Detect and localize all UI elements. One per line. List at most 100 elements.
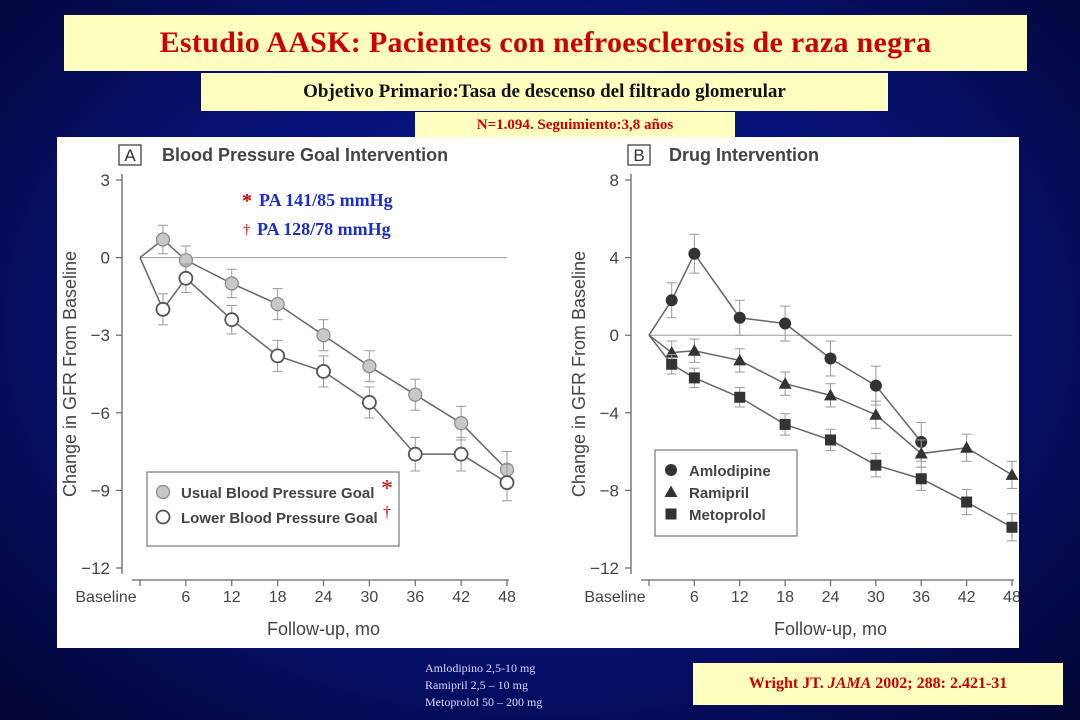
panel-a-legend-box — [146, 471, 400, 547]
panel-a-legend-asterisk: * — [381, 476, 393, 502]
panel-a-series-usual-blood-pressure-goal-line — [139, 238, 508, 471]
panel-b-series-ramipril-point — [778, 377, 792, 389]
panel-b-series-metoprolol-point — [734, 391, 746, 403]
panel-b-series-amlodipine-point — [688, 247, 701, 260]
bp-note-dagger: † — [243, 222, 251, 238]
panel-b-y-tick-label: 0 — [610, 326, 619, 345]
panel-b-x-tick-label: 30 — [867, 589, 885, 606]
panel-b-title: Drug Intervention — [669, 145, 819, 165]
bp-note-asterisk: * — [242, 190, 252, 212]
panel-a-series-lower-blood-pressure-goal-point — [155, 301, 171, 317]
panel-a-series-lower-blood-pressure-goal-line — [139, 257, 508, 484]
panel-a-legend-marker — [155, 484, 171, 500]
panel-b-series-metoprolol-point — [779, 418, 791, 430]
panel-b-series-amlodipine-line — [648, 252, 922, 443]
slide-subtitle: Objetivo Primario:Tasa de descenso del f… — [303, 81, 786, 102]
panel-b-x-tick-label: 36 — [912, 589, 930, 606]
panel-b-x-tick-label: 24 — [822, 589, 840, 606]
dose-list: Amlodipino 2,5-10 mg Ramipril 2,5 – 10 m… — [425, 660, 542, 711]
panel-a-series-lower-blood-pressure-goal-point — [361, 395, 377, 410]
panel-a-legend-dagger: † — [383, 504, 391, 521]
panel-a-letter: A — [124, 146, 136, 165]
panel-a-series-lower-blood-pressure-goal-point — [499, 475, 515, 491]
reference-journal: JAMA — [827, 675, 872, 692]
reference-box: Wright JT. JAMA 2002; 288: 2.421-31 — [693, 663, 1063, 705]
panel-a-x-tick-label: 12 — [223, 589, 241, 606]
panel-a-x-tick-label: 42 — [452, 589, 470, 606]
panel-b-series-metoprolol-line — [648, 334, 1013, 528]
panel-b-series-ramipril-point — [914, 447, 928, 459]
panel-b-y-tick-label: 4 — [610, 249, 619, 268]
reference-author: Wright JT. — [748, 675, 824, 692]
bp-note-lower: PA 128/78 mmHg — [257, 219, 391, 239]
chart-svg: A Blood Pressure Goal Intervention 30 −3 −6 −… — [60, 144, 1019, 639]
panel-a-series-usual-blood-pressure-goal-point — [224, 276, 239, 291]
panel-b-x-tick-label: 42 — [958, 589, 976, 606]
panel-a-series-lower-blood-pressure-goal-point — [270, 348, 286, 364]
panel-b-legend-box — [654, 449, 798, 537]
panel-a-series-lower-blood-pressure-goal-point — [178, 270, 194, 286]
panel-a-series-lower-blood-pressure-goal-point — [224, 312, 240, 328]
panel-a-series-lower-blood-pressure-goal-point — [407, 446, 423, 462]
panel-a-x-tick-label: 36 — [406, 589, 424, 606]
panel-a-y-axis-label: Change in GFR From Baseline — [60, 251, 80, 497]
panel-a-y-tick-label: −9 — [91, 481, 110, 500]
panel-a-series-usual-blood-pressure-goal-point — [155, 232, 171, 247]
panel-a-y-tick-label: 0 — [101, 249, 110, 268]
panel-a-series-usual-blood-pressure-goal-point — [454, 416, 469, 431]
panel-b-x-tick-label: 18 — [776, 589, 794, 606]
sample-size-text: N=1.094. Seguimiento:3,8 años — [476, 116, 674, 133]
panel-b-x-tick-label: Baseline — [584, 589, 645, 606]
panel-b-series-metoprolol-point — [666, 358, 678, 370]
panel-b-letter: B — [633, 146, 644, 165]
panel-b-series-amlodipine-point — [869, 379, 882, 392]
panel-b-series-metoprolol-point — [915, 473, 927, 485]
subtitle-box: Objetivo Primario:Tasa de descenso del f… — [201, 73, 888, 111]
panel-b-series-ramipril-point — [687, 344, 701, 356]
reference-detail: 2002; 288: 2.421-31 — [875, 675, 1008, 692]
bp-note-usual: PA 141/85 mmHg — [259, 190, 393, 210]
panel-a-series-lower-blood-pressure-goal-point — [453, 446, 469, 462]
panel-b-x-axis-label: Follow-up, mo — [774, 619, 887, 639]
panel-b-y-tick-label: −4 — [600, 404, 619, 423]
panel-a-series-usual-blood-pressure-goal-point — [362, 359, 377, 374]
panel-b-legend-marker — [665, 464, 677, 476]
panel-a-legend-marker — [155, 509, 171, 525]
chart-panel: A Blood Pressure Goal Intervention 3 0 −3 −6 −… — [57, 137, 1019, 648]
panel-a-series-usual-blood-pressure-goal-point — [270, 297, 285, 312]
sample-box: N=1.094. Seguimiento:3,8 años — [415, 112, 735, 138]
panel-b-letter-box — [627, 144, 651, 166]
panel-b-x-tick-label: 12 — [731, 589, 749, 606]
panel-b-series-ramipril-point — [960, 441, 974, 453]
panel-a-legend-label: Usual Blood Pressure Goal — [181, 485, 374, 502]
panel-a-x-tick-label: 18 — [269, 589, 287, 606]
panel-a-title: Blood Pressure Goal Intervention — [162, 145, 448, 165]
panel-b-legend-marker — [664, 485, 678, 497]
panel-b-x-tick-label: 48 — [1003, 589, 1019, 606]
panel-a-y-tick-label: −12 — [81, 559, 110, 578]
panel-a-x-tick-label: 30 — [360, 589, 378, 606]
panel-b-legend-label: Ramipril — [689, 485, 749, 502]
panel-a-letter-box — [118, 144, 142, 166]
dose-ramipril: Ramipril 2,5 – 10 mg — [425, 678, 528, 692]
panel-a-series-usual-blood-pressure-goal-point — [408, 387, 423, 402]
panel-b-series-metoprolol-point — [688, 372, 700, 384]
panel-b-y-tick-label: 8 — [610, 171, 619, 190]
panel-b-series-metoprolol-point — [870, 459, 882, 471]
panel-a-y-tick-label: −6 — [91, 404, 110, 423]
panel-b-series-amlodipine-point — [665, 294, 678, 307]
panel-a-x-tick-label: Baseline — [75, 589, 136, 606]
panel-b-series-metoprolol-point — [961, 496, 973, 508]
title-box: Estudio AASK: Pacientes con nefroesclero… — [64, 15, 1027, 71]
panel-b-x-tick-label: 6 — [690, 589, 699, 606]
dose-metoprolol: Metoprolol 50 – 200 mg — [425, 695, 543, 709]
panel-b-legend-label: Metoprolol — [689, 507, 766, 524]
panel-b-legend-label: Amlodipine — [689, 463, 771, 480]
panel-b-y-axis-label: Change in GFR From Baseline — [569, 251, 589, 497]
panel-a-y-tick-label: −3 — [91, 326, 110, 345]
panel-a-legend-label: Lower Blood Pressure Goal — [181, 510, 378, 527]
panel-a-x-tick-label: 48 — [498, 589, 516, 606]
panel-b-y-tick-label: −12 — [590, 559, 619, 578]
slide-title: Estudio AASK: Pacientes con nefroesclero… — [159, 26, 932, 59]
panel-b-series-amlodipine-point — [824, 352, 837, 365]
